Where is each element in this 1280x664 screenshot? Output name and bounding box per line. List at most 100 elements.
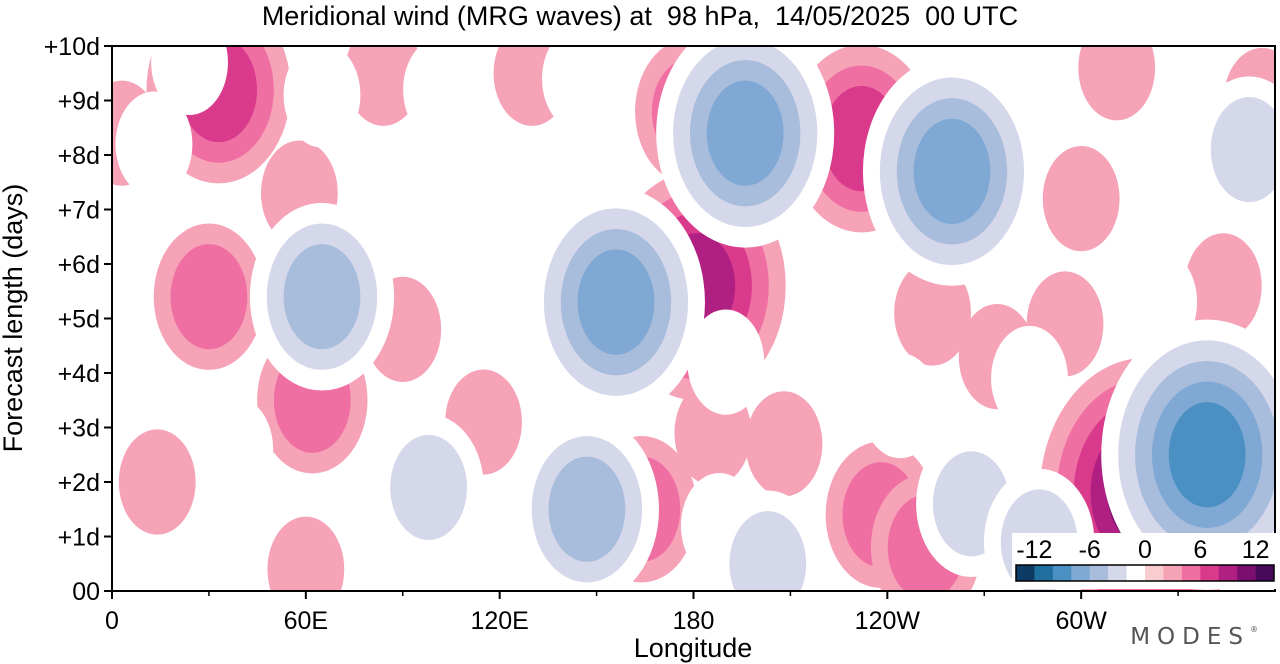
colorbar-outline <box>1015 564 1275 582</box>
anomaly-negative-33 <box>403 46 480 143</box>
anomaly-positive-7 <box>344 46 422 126</box>
contour-level--8 <box>577 249 655 355</box>
x-tick-label: 120E <box>470 607 528 635</box>
colorbar-swatch <box>1255 565 1275 581</box>
anomaly-positive-1 <box>153 223 265 370</box>
colorbar-swatch <box>1218 565 1238 581</box>
contour-level-4 <box>170 244 248 350</box>
anomaly-negative-44 <box>861 353 939 459</box>
y-tick-label: +3d <box>58 415 100 443</box>
y-tick-label: +5d <box>58 306 100 334</box>
y-axis-label: Forecast length (days) <box>0 184 28 453</box>
anomaly-negative-29 <box>112 260 154 366</box>
anomaly-negative-49 <box>991 46 1068 115</box>
x-tick-label: 120W <box>855 607 921 635</box>
contour-field <box>112 46 1275 591</box>
y-tick-label: 00 <box>72 578 100 606</box>
anomaly-positive-21 <box>1042 146 1120 252</box>
contour-level--2 <box>196 396 274 502</box>
anomaly-negative-51 <box>1101 319 1275 590</box>
anomaly-negative-43 <box>806 304 884 410</box>
x-tick-label: 60W <box>1055 607 1107 635</box>
colorbar-swatch <box>1126 565 1146 581</box>
anomaly-negative-48 <box>991 325 1068 432</box>
contour-level--4 <box>390 434 467 541</box>
modes-logo: MODES® <box>1130 624 1258 650</box>
contour-level--8 <box>913 118 991 224</box>
colorbar-swatch <box>1034 565 1054 581</box>
colorbar-tick-label: 6 <box>1193 536 1207 564</box>
anomaly-negative-45 <box>862 56 1041 286</box>
contour-level-2 <box>344 46 422 126</box>
chart-title: Meridional wind (MRG waves) at 98 hPa, 1… <box>261 1 1019 31</box>
contour-level--4 <box>729 511 807 591</box>
colorbar: -12 -6 0 6 12 <box>1012 533 1276 589</box>
y-tick-label: +10d <box>44 33 100 61</box>
x-axis: 0 60E 120E 180 120W 60W <box>105 591 1179 635</box>
colorbar-tick-label: 12 <box>1242 536 1270 564</box>
colorbar-swatch <box>1052 565 1072 581</box>
colorbar-swatch <box>1071 565 1091 581</box>
contour-level--10 <box>1168 402 1246 508</box>
contour-level-2 <box>118 429 196 535</box>
y-tick-label: +9d <box>58 88 100 116</box>
colorbar-swatch <box>1200 565 1220 581</box>
anomaly-negative-36 <box>542 46 619 132</box>
contour-level-2 <box>745 391 823 497</box>
anomaly-positive-3 <box>118 429 196 535</box>
colorbar-tick-label: 0 <box>1138 536 1152 564</box>
anomaly-positive-15 <box>745 391 823 497</box>
contour-level-2 <box>1078 46 1156 121</box>
colorbar-swatch <box>1237 565 1256 581</box>
anomaly-positive-4 <box>267 516 345 591</box>
contour-level--2 <box>687 309 765 415</box>
contour-level--6 <box>283 244 361 350</box>
anomaly-negative-34 <box>373 414 484 561</box>
anomaly-positive-25 <box>1184 233 1262 339</box>
colorbar-swatch <box>1089 565 1109 581</box>
colorbar-swatch <box>1163 565 1183 581</box>
anomaly-negative-31 <box>249 202 395 391</box>
colorbar-tick-label: -12 <box>1016 536 1052 564</box>
anomaly-negative-37 <box>526 187 705 417</box>
contour-level--6 <box>548 456 626 562</box>
contour-level--2 <box>806 304 884 410</box>
contour-level-2 <box>1184 233 1262 339</box>
y-tick-label: +1d <box>58 524 100 552</box>
anomaly-positive-19 <box>894 260 971 366</box>
y-tick-label: +7d <box>58 197 100 225</box>
x-tick-label: 180 <box>673 607 715 635</box>
colorbar-swatch <box>1181 565 1201 581</box>
y-axis: 00 +1d +2d +3d +4d +5d +6d +7d +8d +9d +10d <box>44 33 112 606</box>
colorbar-swatch <box>1145 565 1164 581</box>
anomaly-negative-38 <box>514 415 659 591</box>
anomaly-negative-28 <box>115 91 193 197</box>
contour-level-2 <box>267 516 345 591</box>
contour-level--2 <box>115 91 193 197</box>
anomaly-negative-53 <box>1193 76 1275 223</box>
anomaly-negative-42 <box>712 490 823 591</box>
colorbar-swatch <box>1108 565 1127 581</box>
contour-level--2 <box>861 353 939 459</box>
contour-level--2 <box>403 46 480 143</box>
y-tick-label: +8d <box>58 142 100 170</box>
brand-mark: ® <box>1250 625 1258 634</box>
contour-level--2 <box>112 260 154 366</box>
contour-level--2 <box>542 46 619 132</box>
contour-level-2 <box>1042 146 1120 252</box>
x-tick-label: 0 <box>105 607 119 635</box>
contour-level--2 <box>991 46 1068 115</box>
colorbar-swatch <box>1016 565 1035 581</box>
x-axis-label: Longitude <box>634 633 753 663</box>
x-tick-label: 60E <box>284 607 328 635</box>
contour-level--4 <box>1210 96 1275 203</box>
anomaly-negative-40 <box>656 46 835 248</box>
anomaly-negative-30 <box>283 46 361 148</box>
brand-name: MODES <box>1130 624 1250 650</box>
y-tick-label: +2d <box>58 469 100 497</box>
anomaly-positive-24 <box>1078 46 1156 121</box>
y-tick-label: +4d <box>58 360 100 388</box>
y-tick-label: +6d <box>58 251 100 279</box>
contour-level--8 <box>706 80 784 186</box>
